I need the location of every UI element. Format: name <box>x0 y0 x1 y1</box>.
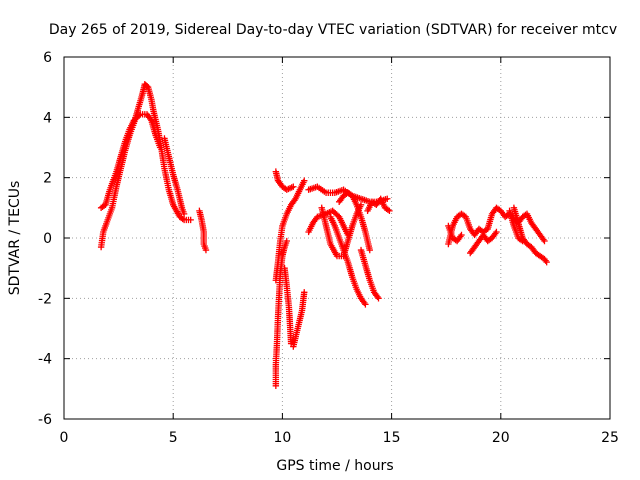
x-tick-label: 0 <box>60 430 69 446</box>
data-point <box>283 237 290 245</box>
data-point <box>517 236 525 244</box>
data-point <box>180 210 188 218</box>
data-point <box>543 258 550 266</box>
x-tick-label: 15 <box>383 430 401 446</box>
plot-frame <box>63 56 611 420</box>
data-point <box>362 301 369 308</box>
y-tick-label: 2 <box>43 171 52 187</box>
data-points <box>97 80 550 390</box>
y-tick-label: 4 <box>43 110 52 126</box>
data-point <box>187 216 194 224</box>
data-point <box>493 228 500 236</box>
data-point <box>384 195 391 202</box>
data-point <box>135 112 143 119</box>
tick-labels: 0 5 10 15 20 25 -6 -4 -2 0 2 4 6 <box>38 50 619 446</box>
data-point <box>375 295 382 302</box>
data-point <box>519 237 526 245</box>
data-point <box>290 183 297 190</box>
x-tick-label: 5 <box>169 430 178 446</box>
y-tick-label: -2 <box>38 291 52 307</box>
data-point <box>301 177 308 184</box>
data-point <box>458 231 465 239</box>
x-tick-label: 10 <box>273 430 291 446</box>
x-axis-label: GPS time / hours <box>276 458 393 474</box>
y-tick-label: -4 <box>38 352 52 368</box>
y-tick-label: 0 <box>43 231 52 247</box>
data-point <box>156 144 164 151</box>
data-point <box>301 289 308 296</box>
data-point <box>357 201 365 209</box>
data-point <box>386 207 393 215</box>
x-tick-label: 25 <box>601 430 619 446</box>
data-point <box>366 246 373 254</box>
y-tick-label: 6 <box>43 50 52 66</box>
data-point <box>202 246 210 254</box>
y-axis-label: SDTVAR / TECUs <box>7 181 23 296</box>
x-tick-label: 20 <box>492 430 510 446</box>
chart-title: Day 265 of 2019, Sidereal Day-to-day VTE… <box>49 22 617 38</box>
data-point <box>384 206 392 214</box>
data-point <box>541 237 548 245</box>
data-point <box>179 215 186 223</box>
y-tick-label: -6 <box>38 412 52 428</box>
